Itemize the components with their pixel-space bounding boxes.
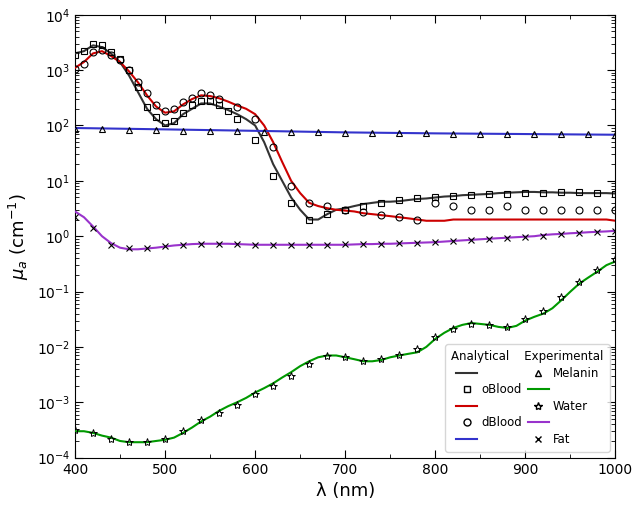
- X-axis label: λ (nm): λ (nm): [316, 482, 375, 500]
- Y-axis label: $\mu_a$ (cm$^{-1}$): $\mu_a$ (cm$^{-1}$): [7, 193, 31, 279]
- Legend: , oBlood, , dBlood, , Melanin, , Water, , Fat: , oBlood, , dBlood, , Melanin, , Water, …: [445, 344, 609, 452]
